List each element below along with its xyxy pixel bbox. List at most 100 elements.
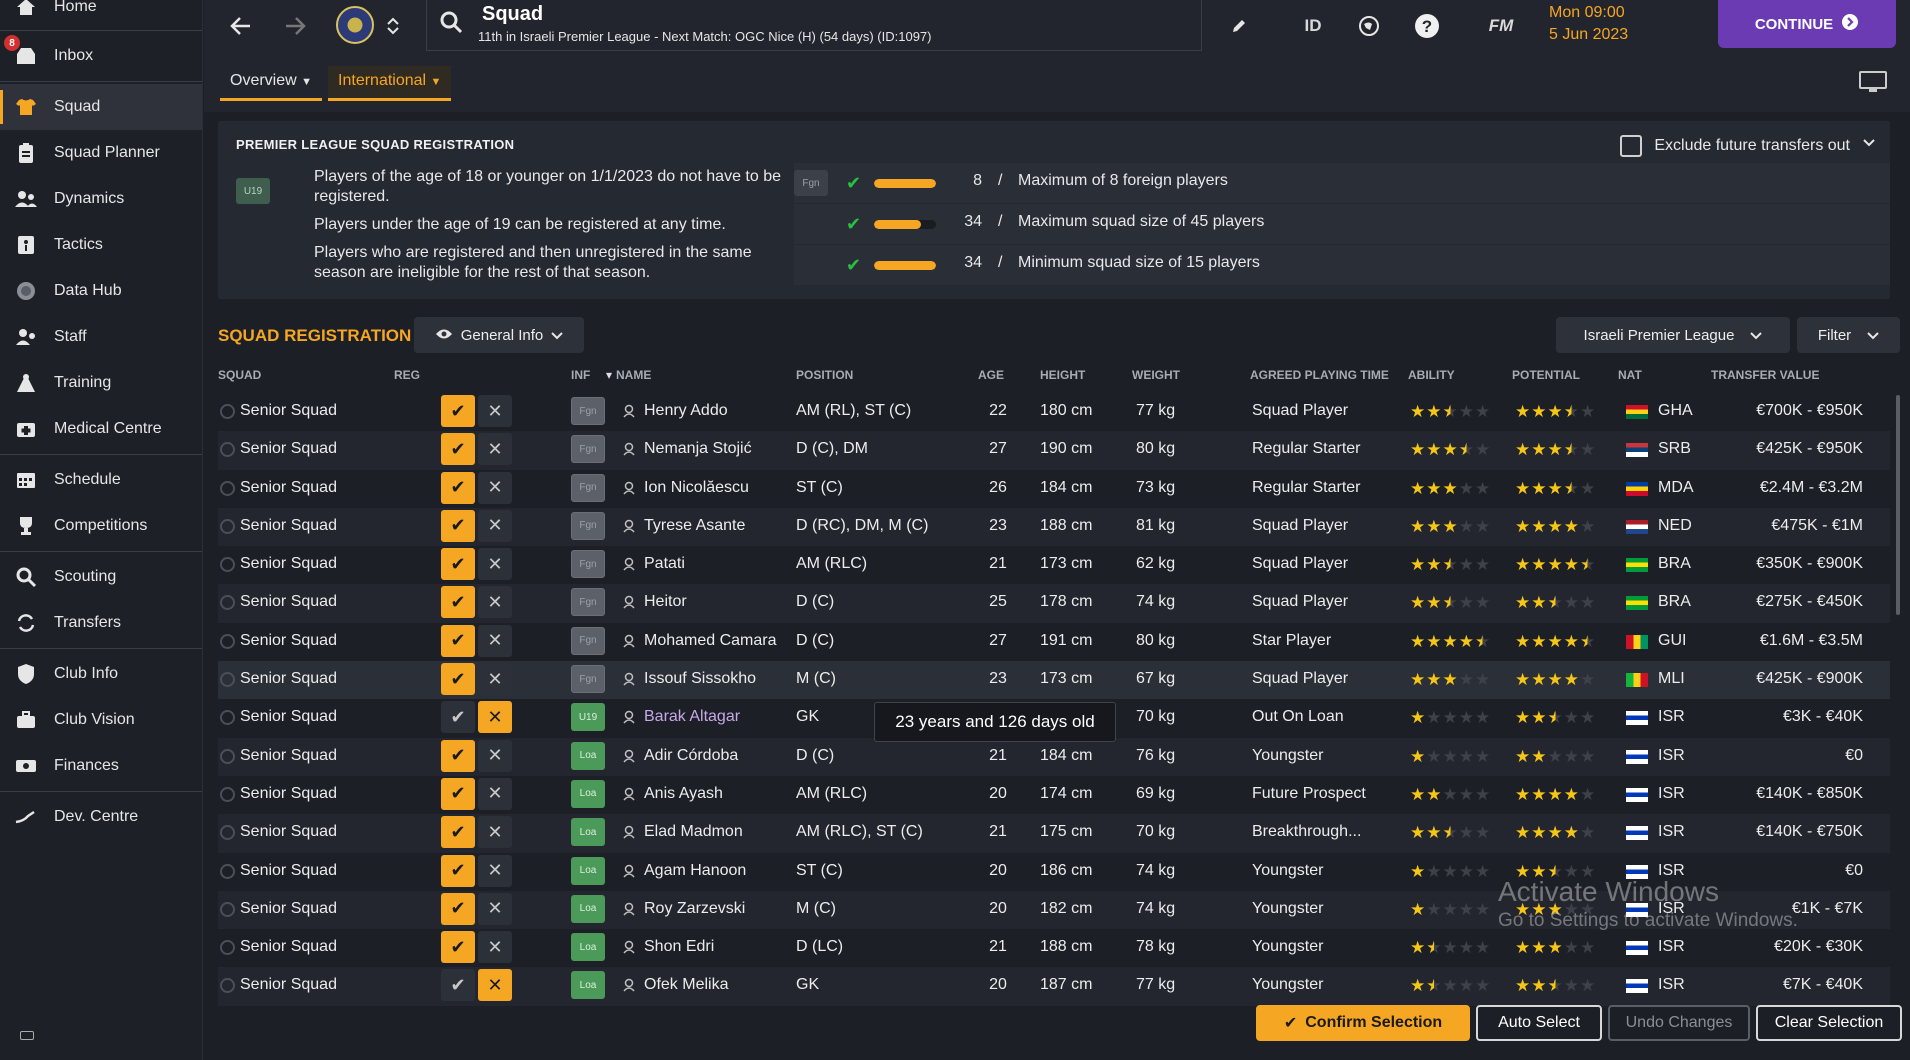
club-switch-chevrons-icon[interactable] bbox=[382, 4, 404, 48]
unregister-button[interactable]: ✕ bbox=[478, 548, 512, 581]
unregister-button[interactable]: ✕ bbox=[478, 854, 512, 887]
unregister-button[interactable]: ✕ bbox=[478, 892, 512, 925]
player-name[interactable]: Heitor bbox=[644, 593, 687, 611]
col-squad[interactable]: SQUAD bbox=[218, 368, 262, 382]
sidebar-item-transfers[interactable]: Transfers bbox=[0, 600, 202, 646]
sidebar-item-club-vision[interactable]: Club Vision bbox=[0, 697, 202, 743]
forward-arrow-icon[interactable] bbox=[278, 6, 314, 46]
collapse-chevron-icon[interactable] bbox=[1862, 135, 1876, 153]
table-row[interactable]: Senior Squad ✔ ✕ Fgn Issouf Sissokho M (C) 23 1… bbox=[218, 661, 1890, 700]
row-select-radio[interactable] bbox=[220, 978, 235, 994]
table-row[interactable]: Senior Squad ✔ ✕ Loa Ofek Melika GK 20 187 cm 77… bbox=[218, 967, 1890, 1006]
confirm-selection-button[interactable]: ✔ Confirm Selection bbox=[1256, 1005, 1470, 1041]
player-name[interactable]: Roy Zarzevski bbox=[644, 899, 746, 917]
player-name[interactable]: Shon Edri bbox=[644, 938, 715, 956]
sidebar-item-competitions[interactable]: Competitions bbox=[0, 503, 202, 549]
col-inf[interactable]: INF bbox=[571, 368, 591, 382]
monitor-icon[interactable] bbox=[1858, 70, 1888, 92]
exclude-checkbox[interactable] bbox=[1620, 135, 1643, 157]
club-crest-icon[interactable] bbox=[336, 6, 374, 44]
clear-selection-button[interactable]: Clear Selection bbox=[1756, 1005, 1902, 1041]
sidebar-item-schedule[interactable]: Schedule bbox=[0, 457, 202, 503]
col-weight[interactable]: WEIGHT bbox=[1132, 368, 1180, 382]
table-row[interactable]: Senior Squad ✔ ✕ Loa Anis Ayash AM (RLC) 20 174… bbox=[218, 776, 1890, 814]
register-button[interactable]: ✔ bbox=[441, 548, 475, 581]
sidebar-item-medical-centre[interactable]: Medical Centre bbox=[0, 406, 202, 452]
row-select-radio[interactable] bbox=[220, 901, 235, 917]
auto-select-button[interactable]: Auto Select bbox=[1476, 1005, 1602, 1041]
id-button[interactable]: ID bbox=[1304, 16, 1322, 35]
player-name[interactable]: Nemanja Stojić bbox=[644, 440, 752, 458]
sidebar-item-dev-centre[interactable]: Dev. Centre bbox=[0, 794, 202, 840]
globe-icon[interactable] bbox=[1352, 6, 1386, 46]
register-button[interactable]: ✔ bbox=[441, 701, 475, 734]
row-select-radio[interactable] bbox=[220, 748, 235, 764]
player-name[interactable]: Mohamed Camara bbox=[644, 631, 777, 649]
exclude-transfers-toggle[interactable]: Exclude future transfers out bbox=[1620, 135, 1850, 157]
sidebar-item-club-info[interactable]: Club Info bbox=[0, 651, 202, 697]
sidebar-item-training[interactable]: Training bbox=[0, 360, 202, 406]
view-selector[interactable]: General Info bbox=[414, 317, 584, 353]
player-name[interactable]: Tyrese Asante bbox=[644, 516, 746, 534]
register-button[interactable]: ✔ bbox=[441, 395, 475, 427]
register-button[interactable]: ✔ bbox=[441, 739, 475, 772]
table-row[interactable]: Senior Squad ✔ ✕ Fgn Ion Nicolăescu ST (C) 26 1… bbox=[218, 470, 1890, 508]
unregister-button[interactable]: ✕ bbox=[478, 509, 512, 542]
player-name[interactable]: Elad Madmon bbox=[644, 823, 743, 841]
sidebar-item-scouting[interactable]: Scouting bbox=[0, 554, 202, 600]
table-row[interactable]: Senior Squad ✔ ✕ Fgn Patati AM (RLC) 21 173 cm 6… bbox=[218, 546, 1890, 584]
player-name[interactable]: Barak Altagar bbox=[644, 708, 741, 726]
col-agreed-playing-time[interactable]: AGREED PLAYING TIME bbox=[1250, 368, 1389, 382]
table-row[interactable]: Senior Squad ✔ ✕ Fgn Henry Addo AM (RL), ST (… bbox=[218, 393, 1890, 431]
row-select-radio[interactable] bbox=[220, 595, 235, 611]
table-row[interactable]: Senior Squad ✔ ✕ Fgn Nemanja Stojić D (C), DM… bbox=[218, 431, 1890, 470]
fm-menu-button[interactable]: FM bbox=[1488, 16, 1514, 35]
feedback-icon[interactable] bbox=[20, 1031, 34, 1040]
table-row[interactable]: Senior Squad ✔ ✕ Loa Adir Córdoba D (C) 21 184 … bbox=[218, 737, 1890, 776]
row-select-radio[interactable] bbox=[220, 557, 235, 573]
table-row[interactable]: Senior Squad ✔ ✕ Loa Roy Zarzevski M (C) 20 182… bbox=[218, 890, 1890, 930]
register-button[interactable]: ✔ bbox=[441, 509, 475, 542]
tab-international[interactable]: International ▼ bbox=[328, 66, 452, 101]
table-row[interactable]: Senior Squad ✔ ✕ Fgn Heitor D (C) 25 178 cm 74 k… bbox=[218, 584, 1890, 623]
register-button[interactable]: ✔ bbox=[441, 663, 475, 696]
sidebar-item-inbox[interactable]: 8 Inbox bbox=[0, 33, 202, 79]
search-bar[interactable]: Squad 11th in Israeli Premier League - N… bbox=[426, 0, 1202, 51]
row-select-radio[interactable] bbox=[220, 863, 235, 879]
register-button[interactable]: ✔ bbox=[441, 816, 475, 849]
col-transfer-value[interactable]: TRANSFER VALUE bbox=[1711, 368, 1820, 382]
table-row[interactable]: Senior Squad ✔ ✕ Loa Agam Hanoon ST (C) 20 186 … bbox=[218, 853, 1890, 891]
tab-overview[interactable]: Overview ▼ bbox=[220, 66, 323, 101]
col-nat[interactable]: NAT bbox=[1618, 368, 1642, 382]
col-name[interactable]: NAME bbox=[616, 368, 652, 382]
row-select-radio[interactable] bbox=[220, 672, 235, 688]
unregister-button[interactable]: ✕ bbox=[478, 701, 512, 734]
undo-changes-button[interactable]: Undo Changes bbox=[1608, 1005, 1750, 1041]
row-select-radio[interactable] bbox=[220, 940, 235, 956]
sidebar-item-staff[interactable]: Staff bbox=[0, 314, 202, 360]
row-select-radio[interactable] bbox=[220, 442, 235, 458]
continue-button[interactable]: CONTINUE bbox=[1718, 0, 1896, 48]
row-select-radio[interactable] bbox=[220, 480, 235, 496]
unregister-button[interactable]: ✕ bbox=[478, 395, 512, 427]
game-date[interactable]: Mon 09:00 5 Jun 2023 bbox=[1549, 2, 1628, 46]
register-button[interactable]: ✔ bbox=[441, 586, 475, 619]
sidebar-item-data-hub[interactable]: Data Hub bbox=[0, 268, 202, 314]
player-name[interactable]: Patati bbox=[644, 555, 685, 573]
sidebar-item-dynamics[interactable]: Dynamics bbox=[0, 176, 202, 222]
unregister-button[interactable]: ✕ bbox=[478, 433, 512, 466]
help-icon[interactable]: ? bbox=[1410, 6, 1444, 46]
col-height[interactable]: HEIGHT bbox=[1040, 368, 1086, 382]
unregister-button[interactable]: ✕ bbox=[478, 586, 512, 619]
unregister-button[interactable]: ✕ bbox=[478, 816, 512, 849]
row-select-radio[interactable] bbox=[220, 518, 235, 534]
unregister-button[interactable]: ✕ bbox=[478, 777, 512, 810]
row-select-radio[interactable] bbox=[220, 404, 235, 419]
back-arrow-icon[interactable] bbox=[222, 6, 258, 46]
col-reg[interactable]: REG bbox=[394, 368, 421, 382]
player-name[interactable]: Adir Córdoba bbox=[644, 746, 739, 764]
sidebar-item-home[interactable]: Home bbox=[0, 0, 202, 18]
col-age[interactable]: AGE bbox=[978, 368, 1005, 382]
player-name[interactable]: Ofek Melika bbox=[644, 976, 729, 994]
player-name[interactable]: Agam Hanoon bbox=[644, 861, 747, 879]
